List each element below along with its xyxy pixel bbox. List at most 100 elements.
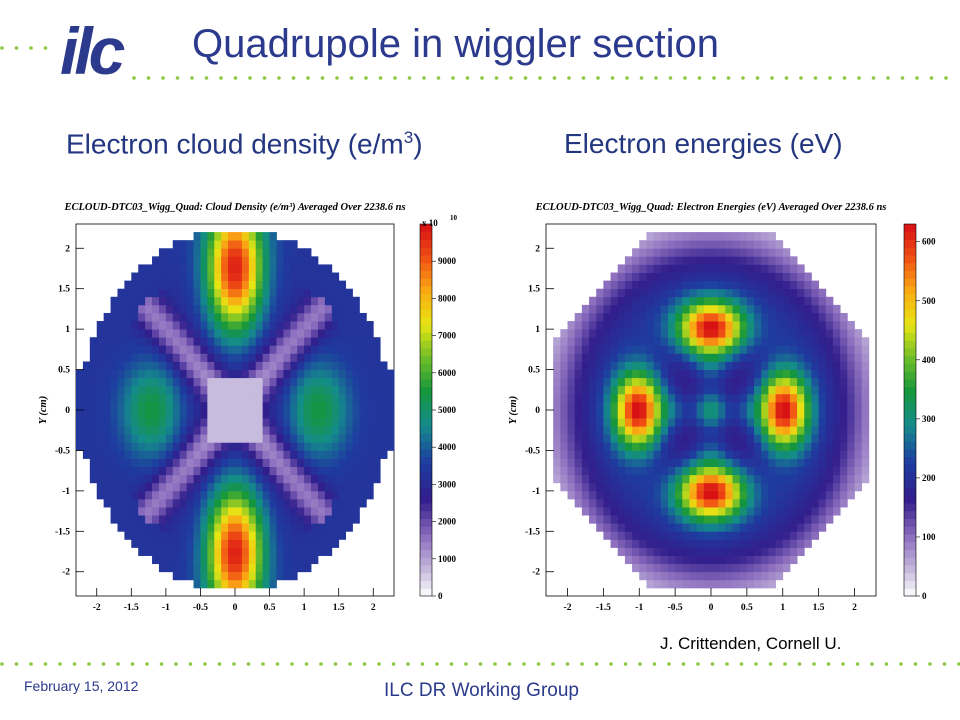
heatmap-cell (718, 264, 726, 273)
heatmap-cell (768, 426, 776, 435)
heatmap-cell (825, 329, 834, 338)
heatmap-cell (840, 312, 848, 322)
heatmap-cell (276, 256, 284, 265)
heatmap-cell (603, 450, 611, 459)
heatmap-cell (338, 458, 347, 468)
heatmap-cell (789, 482, 798, 492)
colorbar-exponent: x 10 (422, 218, 438, 228)
heatmap-cell (283, 304, 291, 314)
heatmap-cell (739, 272, 748, 282)
heatmap-cell (725, 345, 733, 354)
heatmap-cell (718, 329, 726, 338)
heatmap-cell (152, 418, 160, 427)
heatmap-cell (89, 369, 98, 379)
heatmap-cell (221, 426, 229, 435)
x-tick-label: -1 (635, 603, 643, 612)
heatmap-cell (304, 523, 312, 532)
heatmap-cell (235, 571, 243, 581)
heatmap-cell (646, 280, 654, 290)
heatmap-cell (283, 442, 291, 451)
heatmap-cell (290, 280, 298, 290)
heatmap-cell (653, 450, 662, 459)
heatmap-cell (811, 337, 819, 346)
heatmap-cell (304, 563, 312, 573)
heatmap-cell (703, 442, 712, 451)
heatmap-cell (567, 369, 576, 379)
heatmap-cell (667, 288, 676, 298)
heatmap-cell (331, 401, 340, 411)
heatmap-cell (639, 563, 647, 573)
heatmap-cell (145, 353, 153, 362)
heatmap-cell (639, 571, 647, 581)
heatmap-cell (241, 288, 250, 298)
heatmap-cell (89, 345, 98, 354)
heatmap-cell (352, 312, 360, 322)
y-tick-label: -0.5 (55, 446, 70, 456)
heatmap-cell (193, 482, 201, 492)
heatmap-cell (682, 523, 690, 532)
heatmap-cell (553, 361, 561, 370)
heatmap-cell (262, 240, 270, 249)
heatmap-cell (172, 410, 181, 419)
heatmap-cell (754, 571, 762, 581)
heatmap-cell (172, 377, 181, 387)
heatmap-cell (82, 401, 91, 411)
heatmap-cell (311, 523, 319, 532)
heatmap-cell (718, 377, 726, 387)
heatmap-cell (158, 248, 167, 257)
heatmap-cell (200, 248, 208, 257)
heatmap-cell (283, 466, 291, 476)
heatmap-cell (660, 563, 669, 573)
heatmap-cell (581, 361, 590, 370)
heatmap-cell (131, 458, 139, 468)
heatmap-cell (574, 426, 583, 435)
heatmap-cell (297, 474, 305, 484)
heatmap-cell (632, 264, 640, 273)
heatmap-cell (317, 304, 326, 314)
heatmap-cell (345, 337, 353, 346)
heatmap-cell (297, 312, 305, 322)
heatmap-cell (775, 434, 784, 443)
heatmap-cell (228, 353, 236, 362)
heatmap-cell (632, 296, 640, 306)
heatmap-cell (603, 507, 611, 516)
heatmap-cell (262, 507, 270, 516)
heatmap-cell (768, 450, 776, 459)
heatmap-cell (732, 442, 741, 451)
heatmap-cell (193, 539, 201, 548)
heatmap-cell (269, 256, 277, 265)
heatmap-cell (624, 434, 633, 443)
heatmap-cell (797, 474, 805, 484)
heatmap-cell (653, 296, 662, 306)
heatmap-cell (373, 369, 381, 379)
heatmap-cell (624, 312, 633, 322)
heatmap-cell (158, 264, 167, 273)
heatmap-cell (352, 361, 360, 370)
heatmap-cell (560, 329, 568, 338)
heatmap-cell (761, 571, 769, 581)
heatmap-cell (567, 426, 576, 435)
heatmap-cell (782, 329, 791, 338)
heatmap-cell (331, 515, 340, 524)
heatmap-cell (739, 312, 748, 322)
heatmap-cell (818, 369, 827, 379)
heatmap-cell (262, 563, 270, 573)
heatmap-cell (596, 474, 604, 484)
heatmap-cell (660, 531, 669, 540)
heatmap-cell (352, 329, 360, 338)
x-tick-label: 1.5 (333, 603, 345, 612)
heatmap-cell (131, 321, 139, 330)
heatmap-cell (283, 393, 291, 403)
heatmap-cell (138, 507, 146, 516)
heatmap-cell (324, 450, 333, 459)
heatmap-cell (653, 280, 662, 290)
heatmap-cell (152, 515, 160, 524)
heatmap-cell (682, 579, 690, 589)
heatmap-cell (158, 426, 167, 435)
heatmap-cell (193, 523, 201, 532)
heatmap-cell (221, 458, 229, 468)
heatmap-cell (152, 272, 160, 282)
heatmap-cell (732, 321, 741, 330)
heatmap-cell (746, 466, 755, 476)
heatmap-cell (689, 515, 698, 524)
